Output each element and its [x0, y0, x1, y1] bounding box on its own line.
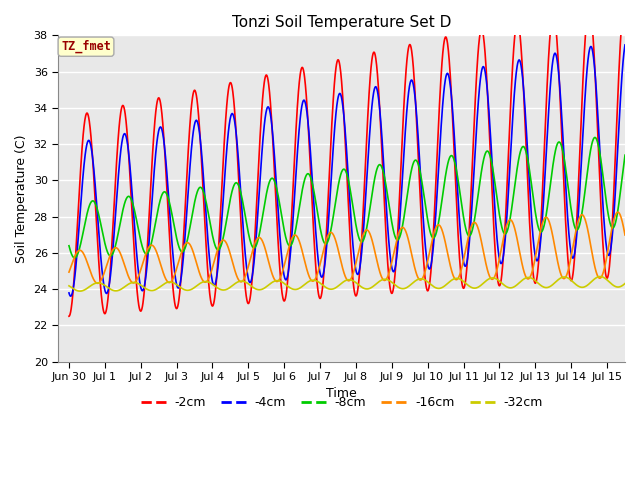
Text: TZ_fmet: TZ_fmet: [61, 40, 111, 53]
-8cm: [336, 176, 344, 181]
-16cm: [605, 242, 612, 248]
-2cm: [605, 270, 612, 276]
X-axis label: Time: Time: [326, 387, 357, 400]
-2cm: [621, 0, 629, 2]
-16cm: [65, 269, 73, 275]
-2cm: [93, 236, 101, 241]
Line: -32cm: -32cm: [69, 276, 625, 291]
-32cm: [94, 280, 102, 286]
-8cm: [65, 243, 73, 249]
-4cm: [605, 252, 612, 258]
-16cm: [321, 242, 329, 248]
-8cm: [503, 228, 511, 234]
-8cm: [605, 217, 613, 223]
-4cm: [605, 252, 613, 258]
-32cm: [596, 274, 604, 279]
-16cm: [621, 232, 629, 238]
-32cm: [65, 283, 73, 288]
Line: -4cm: -4cm: [69, 45, 625, 296]
-4cm: [321, 261, 329, 267]
Line: -2cm: -2cm: [69, 0, 625, 316]
-4cm: [67, 293, 74, 299]
-2cm: [335, 60, 343, 66]
-2cm: [503, 189, 511, 194]
-16cm: [93, 280, 101, 286]
-4cm: [94, 214, 102, 220]
-32cm: [605, 279, 613, 285]
-32cm: [336, 282, 344, 288]
-8cm: [605, 216, 613, 222]
-32cm: [76, 288, 84, 294]
-4cm: [65, 290, 73, 296]
-32cm: [605, 279, 613, 285]
-16cm: [336, 253, 344, 259]
-4cm: [503, 211, 511, 217]
-2cm: [321, 260, 328, 266]
-16cm: [503, 221, 511, 227]
Line: -16cm: -16cm: [69, 212, 625, 283]
-32cm: [503, 284, 511, 290]
Legend: -2cm, -4cm, -8cm, -16cm, -32cm: -2cm, -4cm, -8cm, -16cm, -32cm: [136, 391, 548, 414]
-8cm: [70, 255, 78, 261]
Y-axis label: Soil Temperature (C): Soil Temperature (C): [15, 134, 28, 263]
-4cm: [336, 91, 344, 96]
-8cm: [621, 152, 629, 158]
-32cm: [621, 281, 629, 287]
-32cm: [321, 284, 329, 289]
-8cm: [94, 207, 102, 213]
-16cm: [605, 240, 613, 246]
-4cm: [621, 42, 629, 48]
Title: Tonzi Soil Temperature Set D: Tonzi Soil Temperature Set D: [232, 15, 451, 30]
-8cm: [591, 134, 599, 140]
-8cm: [321, 240, 329, 246]
-16cm: [614, 209, 621, 215]
-2cm: [65, 313, 73, 319]
Line: -8cm: -8cm: [69, 137, 625, 258]
-16cm: [94, 280, 102, 286]
-2cm: [605, 268, 612, 274]
